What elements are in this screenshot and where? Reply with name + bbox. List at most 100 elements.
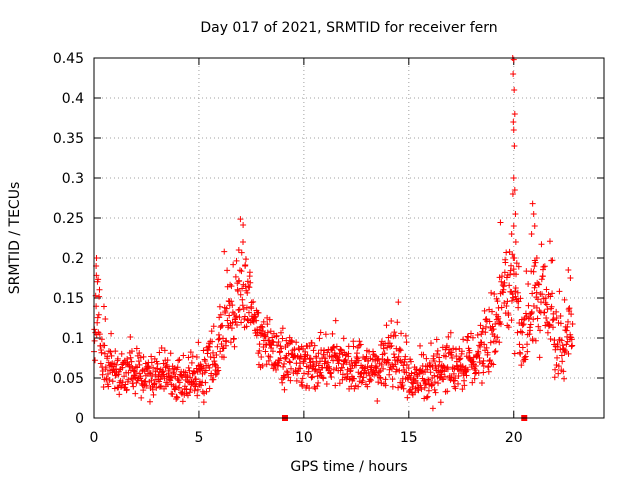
data-point [160,368,167,375]
data-point [102,364,109,371]
data-point [194,386,201,393]
data-point [364,363,371,370]
data-point [105,348,112,355]
data-point [229,319,236,326]
data-point [513,271,520,278]
data-point [419,367,426,374]
data-point [339,371,346,378]
data-point [452,346,459,353]
data-point [477,322,484,329]
data-point [528,231,535,237]
data-point [459,386,466,393]
data-point [565,318,572,325]
data-point [140,387,147,394]
data-point [345,350,352,357]
data-point [104,370,111,377]
data-point [189,353,196,360]
data-point [392,332,399,339]
data-point [201,356,208,363]
data-point [323,380,330,387]
data-point [320,375,327,382]
data-point [395,384,402,391]
data-point [181,383,188,390]
data-point [409,383,416,390]
data-point [193,353,200,360]
data-point [186,367,193,374]
data-point [191,369,198,376]
data-point [541,309,548,316]
data-point [535,281,542,288]
data-point [187,349,194,356]
data-point [263,361,270,368]
data-point [402,332,409,339]
data-point [262,348,269,355]
data-point [512,288,519,295]
data-point [530,316,537,323]
data-point [489,308,496,315]
data-point [355,383,362,390]
data-point [229,302,236,309]
data-point [505,324,512,331]
data-point [176,356,183,363]
data-point [443,342,450,349]
data-point [137,373,144,380]
data-point [509,191,516,197]
data-point [212,371,219,378]
data-point [408,370,415,377]
data-point [300,345,307,352]
data-point [254,326,261,333]
data-point [482,329,489,336]
data-point [530,268,537,275]
data-point [279,325,286,332]
data-point [140,353,147,360]
data-point [372,369,379,376]
data-point [549,257,556,264]
data-point [456,356,463,363]
data-point [227,281,234,288]
tick-labels: 0 0.05 0.1 0.15 0.2 0.25 0.3 0.35 0.4 0.45 0 5 10 15 2… [53,51,523,446]
data-point [317,329,324,336]
data-point [246,284,253,291]
data-point [306,356,313,363]
data-point [455,380,462,387]
data-point [466,347,473,354]
data-point [402,353,409,360]
data-point [220,354,227,361]
data-point [336,380,343,387]
data-point [164,357,171,364]
data-point [257,331,264,338]
data-point [482,323,489,330]
data-point [214,368,221,375]
data-point [112,348,119,355]
data-point [267,328,274,335]
data-point [517,328,524,335]
x-tick-label: 10 [295,430,313,446]
data-point [210,349,217,356]
data-point [275,362,282,369]
data-point [563,341,570,348]
data-point [386,366,393,373]
data-point [350,338,357,345]
data-point [123,386,130,393]
data-point [116,391,123,398]
data-point [281,386,288,393]
data-point [313,354,320,361]
data-point [253,332,260,339]
data-point [112,372,119,379]
data-point [172,386,179,393]
data-point [93,255,100,261]
data-point [368,377,375,384]
data-point [504,298,511,305]
data-point [561,375,568,382]
data-point [417,382,424,389]
data-point [380,365,387,372]
data-point [251,314,258,321]
data-point [315,379,322,386]
data-point [242,256,249,263]
data-point [246,269,253,276]
data-point [455,372,462,379]
data-point [536,354,543,361]
data-point [138,394,145,401]
data-point [337,367,344,374]
data-point [153,384,160,391]
